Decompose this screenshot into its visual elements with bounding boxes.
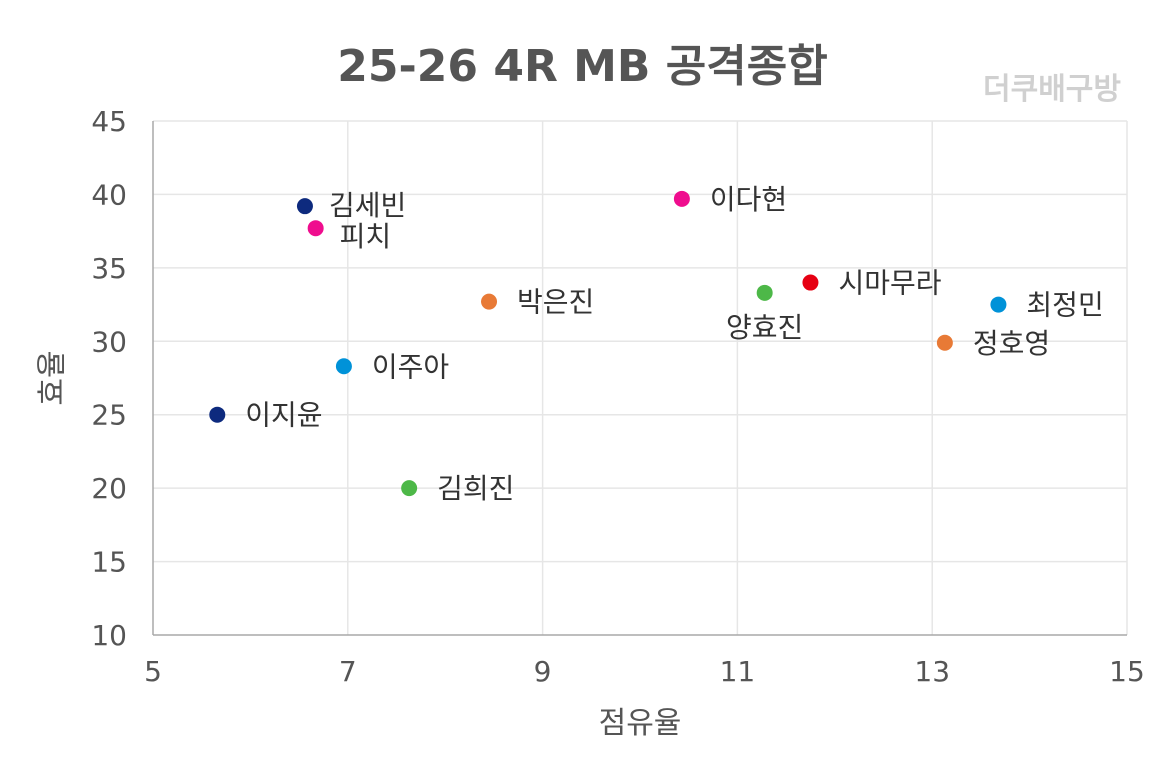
data-point-marker [481,293,498,310]
data-point-marker [802,274,819,291]
y-axis-label: 효율 [35,350,70,405]
data-point-marker [756,284,773,301]
x-tick-label: 15 [1109,655,1145,688]
tick-labels: 10 15 20 25 30 35 40 45 5 7 9 11 13 15 [91,105,1144,688]
data-point-label: 이지윤 [245,399,322,432]
x-tick-label: 13 [914,655,950,688]
watermark-text: 더쿠배구방 [983,72,1121,107]
y-tick-label: 10 [91,619,127,652]
y-tick-label: 45 [91,105,127,138]
y-tick-label: 25 [91,399,127,432]
data-point-label: 시마무라 [838,267,941,300]
data-point-label: 정호영 [973,327,1050,360]
data-point-label: 최정민 [1026,289,1103,322]
y-tick-label: 40 [91,178,127,211]
x-tick-label: 11 [720,655,756,688]
data-point-label: 김세빈 [329,189,406,222]
data-point-marker [307,220,324,237]
data-point-label: 이다현 [710,183,787,216]
y-tick-label: 20 [91,472,127,505]
data-point-label: 박은진 [517,286,594,319]
data-point-label: 양효진 [726,311,803,344]
data-point-marker [990,296,1007,313]
data-point-label: 이주아 [372,350,449,383]
data-points [209,190,1007,497]
data-point-marker [673,190,690,207]
x-tick-label: 7 [339,655,357,688]
y-tick-label: 30 [91,325,127,358]
x-axis-label: 점유율 [599,706,682,741]
data-point-marker [401,480,418,497]
data-point-marker [335,358,352,375]
y-tick-label: 35 [91,252,127,285]
y-tick-label: 15 [91,546,127,579]
chart-title: 25-26 4R MB 공격종합 [337,41,828,92]
axes [152,121,1127,636]
data-point-marker [936,334,953,351]
x-tick-label: 9 [534,655,552,688]
data-point-label: 김희진 [437,472,514,505]
data-point-label: 피치 [340,220,392,253]
data-point-marker [296,198,313,215]
data-point-marker [209,406,226,423]
x-tick-label: 5 [144,655,162,688]
grid-lines [153,120,1128,635]
